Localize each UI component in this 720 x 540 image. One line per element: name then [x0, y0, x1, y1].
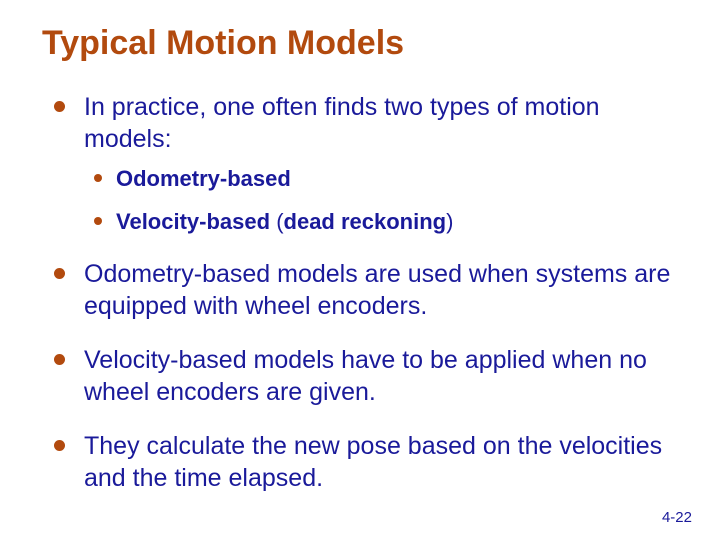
bullet-text-2: Odometry-based models are used when syst…: [84, 260, 670, 320]
sub-bullet-2-a: Velocity-based: [116, 209, 276, 234]
sub-bullet-2-c: dead reckoning: [284, 209, 447, 234]
sub-bullet-2: Velocity-based (dead reckoning): [90, 208, 680, 237]
sub-bullet-1-text: Odometry-based: [116, 166, 291, 191]
bullet-item-4: They calculate the new pose based on the…: [48, 430, 680, 494]
page-number: 4-22: [662, 509, 692, 526]
slide: Typical Motion Models In practice, one o…: [0, 0, 720, 540]
sub-bullet-2-paren-close: ): [446, 209, 453, 234]
sub-bullet-1: Odometry-based: [90, 165, 680, 194]
slide-title: Typical Motion Models: [42, 24, 680, 63]
bullet-text-4: They calculate the new pose based on the…: [84, 432, 662, 492]
sub-bullet-list: Odometry-based Velocity-based (dead reck…: [90, 165, 680, 236]
sub-bullet-2-paren-open: (: [276, 209, 283, 234]
bullet-list: In practice, one often finds two types o…: [48, 91, 680, 494]
bullet-item-3: Velocity-based models have to be applied…: [48, 344, 680, 408]
bullet-item-1: In practice, one often finds two types o…: [48, 91, 680, 236]
bullet-item-2: Odometry-based models are used when syst…: [48, 258, 680, 322]
bullet-text-1: In practice, one often finds two types o…: [84, 93, 600, 153]
bullet-text-3: Velocity-based models have to be applied…: [84, 346, 647, 406]
